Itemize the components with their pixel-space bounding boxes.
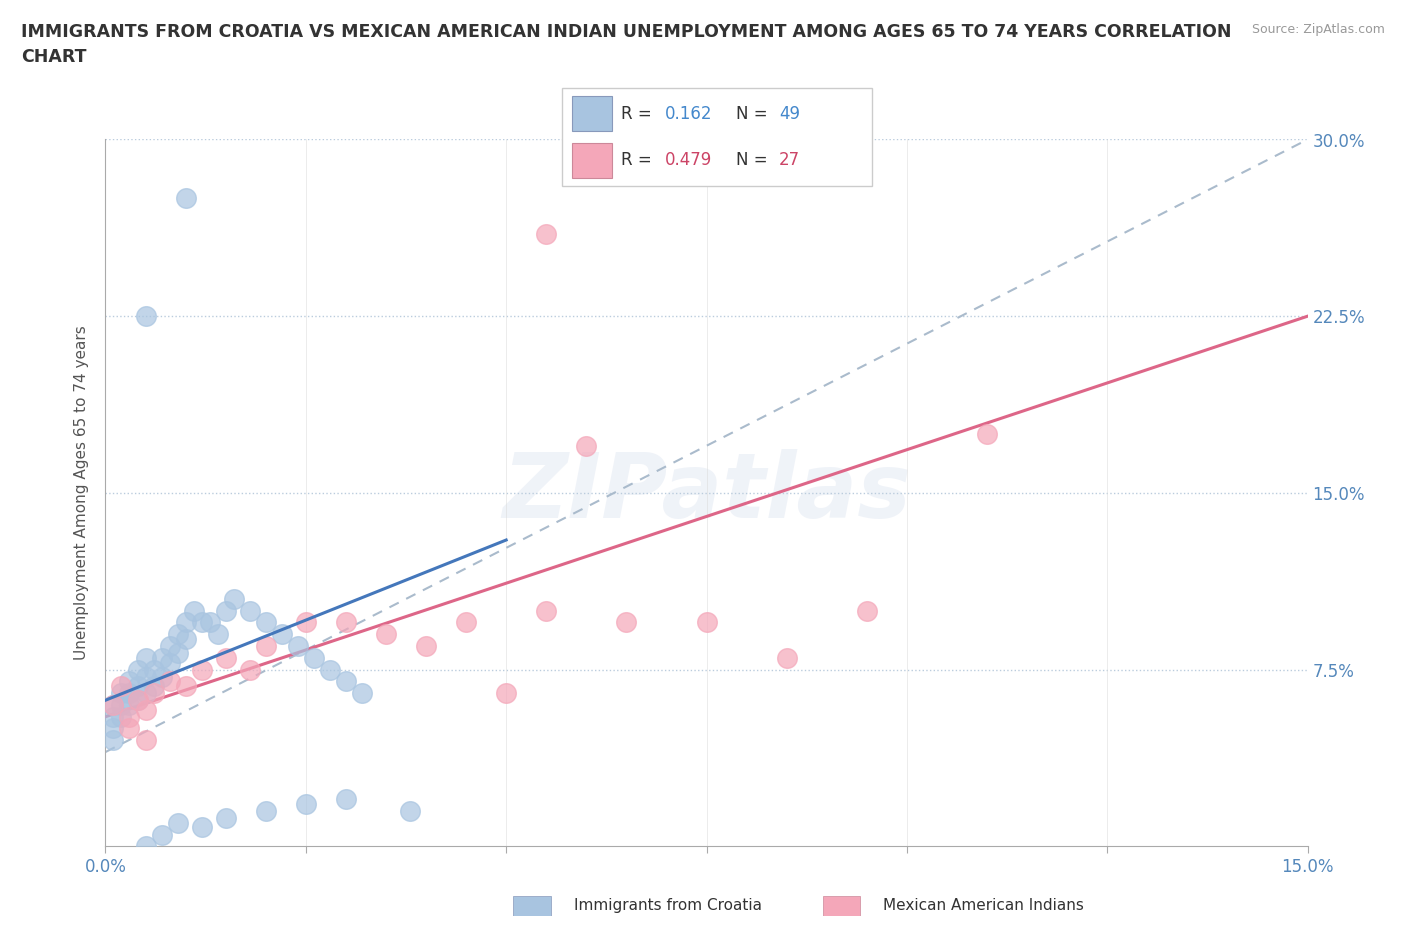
Point: [855, 604, 877, 618]
Point: [696, 615, 718, 630]
Point: [976, 427, 998, 442]
Point: [776, 650, 799, 665]
Text: N =: N =: [735, 151, 772, 168]
Point: [190, 662, 212, 677]
Point: [454, 615, 477, 630]
Point: [150, 670, 173, 684]
Point: [110, 710, 132, 724]
Point: [142, 679, 165, 694]
Point: [159, 674, 181, 689]
Point: [118, 721, 141, 736]
Point: [239, 662, 262, 677]
Point: [222, 591, 245, 606]
Point: [214, 604, 236, 618]
Point: [103, 698, 125, 712]
FancyBboxPatch shape: [572, 96, 612, 131]
Point: [135, 670, 157, 684]
Point: [103, 698, 125, 712]
Point: [142, 662, 165, 677]
Point: [295, 615, 318, 630]
Point: [159, 639, 181, 654]
Y-axis label: Unemployment Among Ages 65 to 74 years: Unemployment Among Ages 65 to 74 years: [75, 326, 90, 660]
Point: [118, 685, 141, 700]
Point: [127, 662, 149, 677]
Point: [183, 604, 205, 618]
Point: [135, 702, 157, 717]
Point: [399, 804, 422, 818]
Point: [495, 685, 517, 700]
Point: [534, 226, 557, 241]
Point: [415, 639, 437, 654]
Text: Mexican American Indians: Mexican American Indians: [883, 898, 1084, 913]
Point: [135, 733, 157, 748]
Point: [295, 796, 318, 811]
Point: [103, 733, 125, 748]
Point: [616, 615, 638, 630]
Point: [214, 811, 236, 826]
Point: [135, 309, 157, 324]
Point: [135, 650, 157, 665]
Text: Source: ZipAtlas.com: Source: ZipAtlas.com: [1251, 23, 1385, 36]
Point: [374, 627, 398, 642]
Point: [150, 650, 173, 665]
Point: [335, 674, 357, 689]
Point: [302, 650, 325, 665]
Point: [166, 645, 188, 660]
FancyBboxPatch shape: [562, 88, 872, 186]
Text: 0.162: 0.162: [665, 105, 711, 123]
Point: [270, 627, 292, 642]
Point: [166, 816, 188, 830]
Point: [135, 685, 157, 700]
Point: [150, 827, 173, 842]
Point: [239, 604, 262, 618]
Point: [103, 721, 125, 736]
FancyBboxPatch shape: [823, 896, 860, 916]
Point: [103, 710, 125, 724]
Point: [142, 685, 165, 700]
Point: [350, 685, 373, 700]
Point: [127, 693, 149, 708]
Point: [159, 655, 181, 670]
Point: [110, 685, 132, 700]
Text: ZIPatlas: ZIPatlas: [502, 449, 911, 537]
Point: [127, 679, 149, 694]
Point: [110, 698, 132, 712]
Point: [287, 639, 309, 654]
Point: [335, 615, 357, 630]
Text: IMMIGRANTS FROM CROATIA VS MEXICAN AMERICAN INDIAN UNEMPLOYMENT AMONG AGES 65 TO: IMMIGRANTS FROM CROATIA VS MEXICAN AMERI…: [21, 23, 1232, 66]
Text: 0.479: 0.479: [665, 151, 711, 168]
Point: [118, 710, 141, 724]
Point: [135, 839, 157, 854]
Text: R =: R =: [621, 105, 657, 123]
Text: R =: R =: [621, 151, 657, 168]
Point: [174, 191, 197, 206]
Text: 49: 49: [779, 105, 800, 123]
Text: Immigrants from Croatia: Immigrants from Croatia: [574, 898, 762, 913]
Point: [190, 615, 212, 630]
Point: [190, 820, 212, 835]
Point: [534, 604, 557, 618]
Point: [254, 804, 277, 818]
Point: [118, 674, 141, 689]
Point: [575, 438, 598, 453]
Text: N =: N =: [735, 105, 772, 123]
Point: [174, 615, 197, 630]
Point: [254, 615, 277, 630]
Point: [214, 650, 236, 665]
Point: [110, 679, 132, 694]
Point: [319, 662, 342, 677]
FancyBboxPatch shape: [513, 896, 551, 916]
Point: [174, 679, 197, 694]
Point: [174, 631, 197, 646]
Point: [198, 615, 221, 630]
Point: [127, 693, 149, 708]
Point: [166, 627, 188, 642]
Text: 27: 27: [779, 151, 800, 168]
Point: [207, 627, 229, 642]
FancyBboxPatch shape: [572, 143, 612, 179]
Point: [254, 639, 277, 654]
Point: [118, 698, 141, 712]
Point: [335, 791, 357, 806]
